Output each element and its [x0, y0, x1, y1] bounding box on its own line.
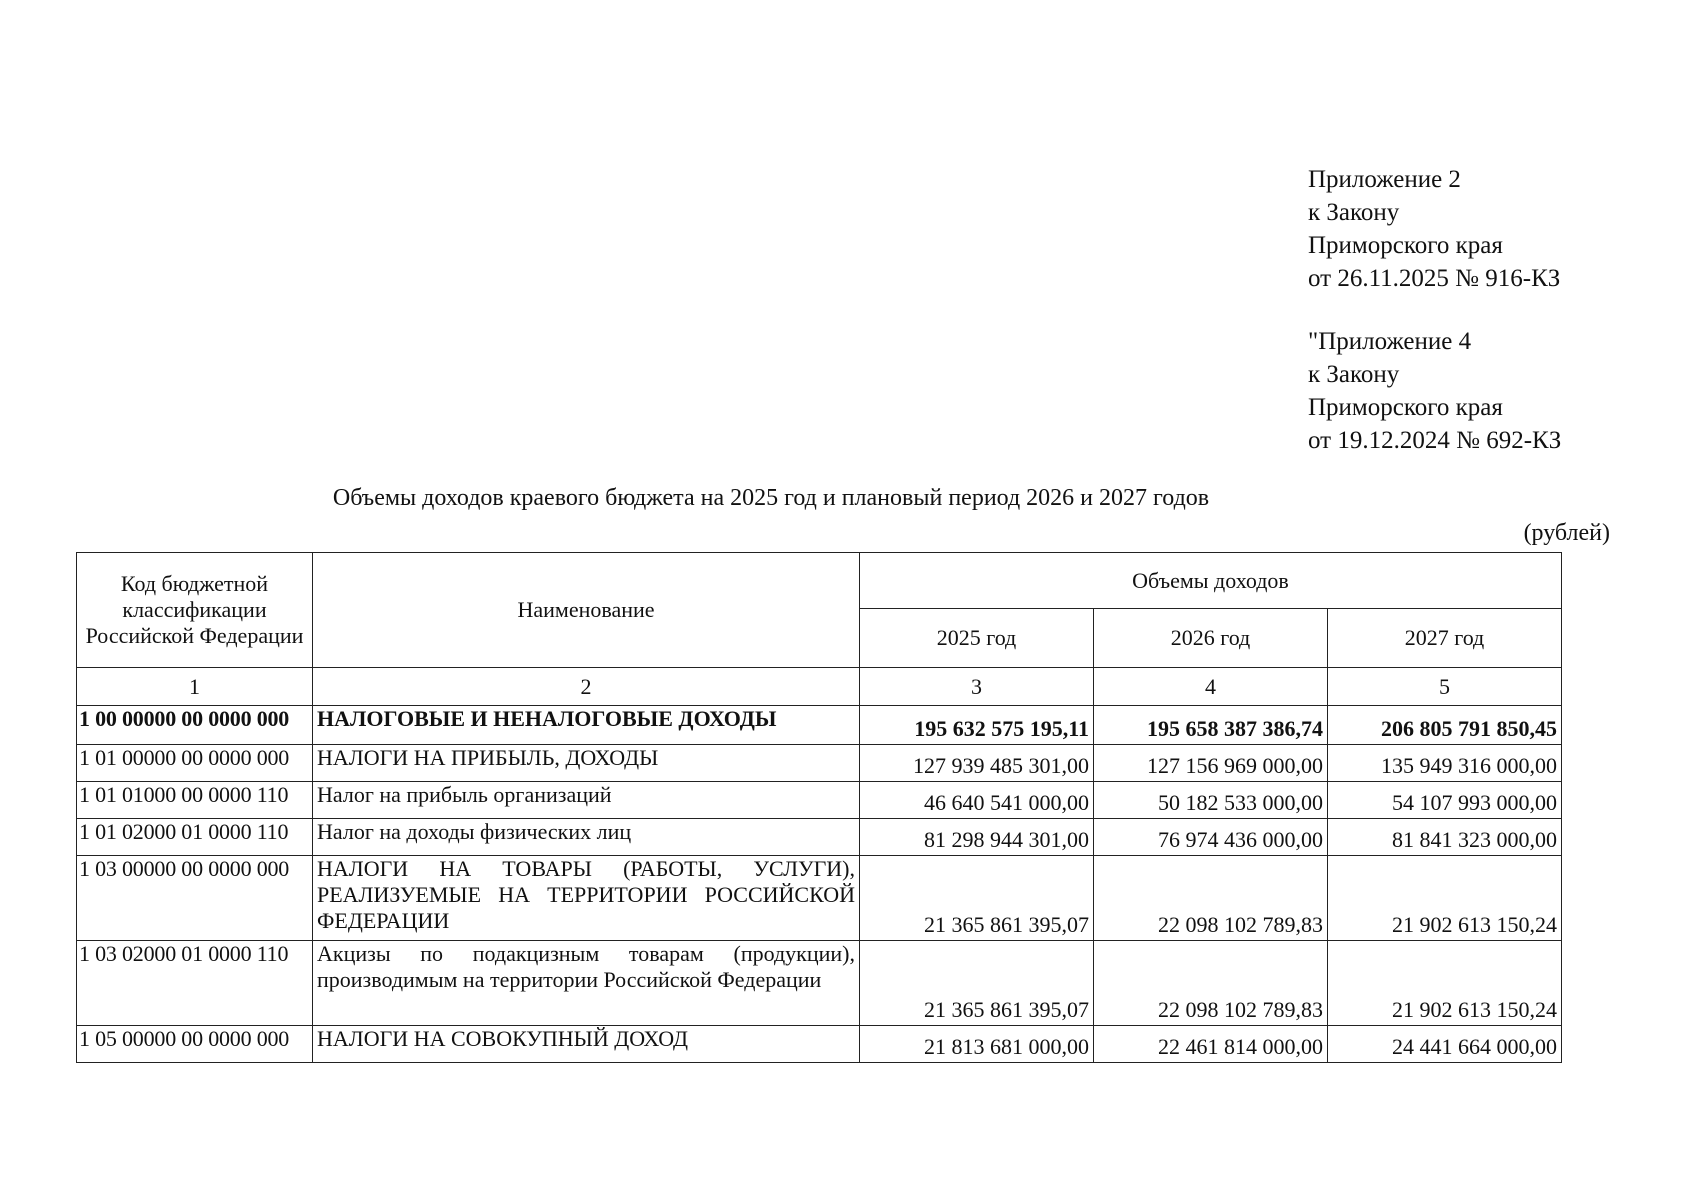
appendix-line: "Приложение 4	[1308, 328, 1472, 355]
table-row: 1 01 02000 01 0000 110 Налог на доходы фи…	[76, 818, 1562, 856]
column-number: 5	[1327, 667, 1562, 706]
row-value-2025: 81 298 944 301,00	[859, 818, 1094, 856]
row-value-2026: 50 182 533 000,00	[1093, 781, 1328, 819]
appendix-previous-block: "Приложение 4 к Закону Приморского края …	[1308, 325, 1561, 457]
header-volumes: Объемы доходов	[859, 552, 1562, 609]
column-number: 4	[1093, 667, 1328, 706]
row-code: 1 05 00000 00 0000 000	[76, 1025, 313, 1063]
row-code: 1 01 02000 01 0000 110	[76, 818, 313, 856]
appendix-current-block: Приложение 2 к Закону Приморского края о…	[1308, 163, 1560, 295]
row-value-2026: 76 974 436 000,00	[1093, 818, 1328, 856]
appendix-line: от 19.12.2024 № 692-КЗ	[1308, 427, 1562, 454]
table-row: 1 03 02000 01 0000 110 Акцизы по подакциз…	[76, 940, 1562, 1026]
row-value-2026: 127 156 969 000,00	[1093, 744, 1328, 782]
row-value-2025: 46 640 541 000,00	[859, 781, 1094, 819]
row-name: НАЛОГИ НА ТОВАРЫ (РАБОТЫ, УСЛУГИ), РЕАЛИ…	[312, 855, 860, 941]
row-value-2025: 127 939 485 301,00	[859, 744, 1094, 782]
appendix-line: Приложение 2	[1308, 166, 1461, 193]
table-row: 1 03 00000 00 0000 000 НАЛОГИ НА ТОВАРЫ (…	[76, 855, 1562, 941]
row-code: 1 03 02000 01 0000 110	[76, 940, 313, 1026]
header-name: Наименование	[312, 552, 860, 668]
row-value-2025: 21 365 861 395,07	[859, 855, 1094, 941]
row-value-2027: 54 107 993 000,00	[1327, 781, 1562, 819]
row-name: НАЛОГИ НА СОВОКУПНЫЙ ДОХОД	[312, 1025, 860, 1063]
table-row: 1 00 00000 00 0000 000 НАЛОГОВЫЕ И НЕНАЛО…	[76, 705, 1562, 745]
column-number: 2	[312, 667, 860, 706]
row-value-2027: 21 902 613 150,24	[1327, 855, 1562, 941]
row-value-2025: 21 365 861 395,07	[859, 940, 1094, 1026]
column-number: 1	[76, 667, 313, 706]
row-name: НАЛОГОВЫЕ И НЕНАЛОГОВЫЕ ДОХОДЫ	[312, 705, 860, 745]
header-year-2026: 2026 год	[1093, 608, 1328, 668]
row-code: 1 03 00000 00 0000 000	[76, 855, 313, 941]
header-year-2027: 2027 год	[1327, 608, 1562, 668]
header-year-2025: 2025 год	[859, 608, 1094, 668]
row-code: 1 01 00000 00 0000 000	[76, 744, 313, 782]
row-value-2025: 195 632 575 195,11	[859, 705, 1094, 745]
row-value-2026: 22 098 102 789,83	[1093, 940, 1328, 1026]
row-value-2027: 81 841 323 000,00	[1327, 818, 1562, 856]
header-code: Код бюджетной классификации Российской Ф…	[76, 552, 313, 668]
row-value-2027: 206 805 791 850,45	[1327, 705, 1562, 745]
appendix-line: к Закону	[1308, 199, 1400, 226]
row-code: 1 01 01000 00 0000 110	[76, 781, 313, 819]
row-value-2027: 135 949 316 000,00	[1327, 744, 1562, 782]
document-title: Объемы доходов краевого бюджета на 2025 …	[332, 485, 1210, 511]
units-label: (рублей)	[1523, 520, 1610, 546]
column-number: 3	[859, 667, 1094, 706]
row-value-2025: 21 813 681 000,00	[859, 1025, 1094, 1063]
appendix-line: от 26.11.2025 № 916-КЗ	[1308, 265, 1561, 292]
row-name: НАЛОГИ НА ПРИБЫЛЬ, ДОХОДЫ	[312, 744, 860, 782]
row-value-2026: 22 461 814 000,00	[1093, 1025, 1328, 1063]
row-value-2026: 195 658 387 386,74	[1093, 705, 1328, 745]
row-value-2027: 21 902 613 150,24	[1327, 940, 1562, 1026]
row-name: Акцизы по подакцизным товарам (продукции…	[312, 940, 860, 1026]
row-code: 1 00 00000 00 0000 000	[76, 705, 313, 745]
appendix-line: Приморского края	[1308, 232, 1503, 259]
row-name: Налог на доходы физических лиц	[312, 818, 860, 856]
row-name: Налог на прибыль организаций	[312, 781, 860, 819]
row-value-2026: 22 098 102 789,83	[1093, 855, 1328, 941]
appendix-line: Приморского края	[1308, 394, 1503, 421]
table-row: 1 01 00000 00 0000 000 НАЛОГИ НА ПРИБЫЛЬ,…	[76, 744, 1562, 782]
row-value-2027: 24 441 664 000,00	[1327, 1025, 1562, 1063]
table-row: 1 01 01000 00 0000 110 Налог на прибыль о…	[76, 781, 1562, 819]
revenue-table: Код бюджетной классификации Российской Ф…	[76, 552, 1562, 1063]
appendix-line: к Закону	[1308, 361, 1400, 388]
table-row: 1 05 00000 00 0000 000 НАЛОГИ НА СОВОКУПН…	[76, 1025, 1562, 1063]
